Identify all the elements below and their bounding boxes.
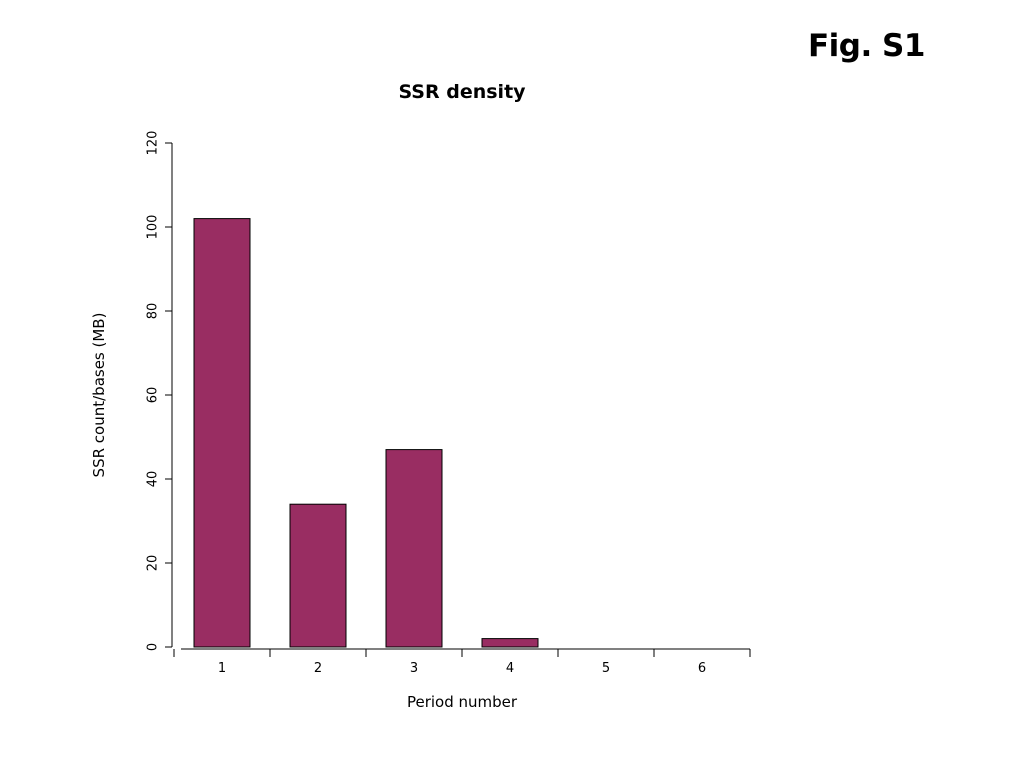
y-axis: 0 20 40 60 80 100 120: [146, 131, 173, 651]
x-axis-title: Period number: [407, 693, 518, 711]
y-tick-label: 0: [146, 643, 161, 651]
x-tick-label: 6: [698, 661, 706, 676]
y-tick-label: 100: [146, 215, 161, 240]
x-tick-label: 5: [602, 661, 610, 676]
bar: [193, 218, 251, 648]
figure-label: Fig. S1: [808, 28, 925, 64]
bars: [193, 218, 539, 648]
x-tick-label: 3: [410, 661, 418, 676]
y-tick-label: 80: [146, 303, 161, 320]
y-tick-label: 20: [146, 555, 161, 572]
y-axis-title: SSR count/bases (MB): [90, 313, 108, 478]
bar: [289, 503, 347, 648]
x-tick-label: 1: [218, 661, 226, 676]
x-axis: 1 2 3 4 5 6: [173, 648, 751, 676]
x-tick-label: 2: [314, 661, 322, 676]
bar: [385, 449, 443, 648]
y-tick-label: 40: [146, 471, 161, 488]
chart-title: SSR density: [398, 81, 526, 103]
bar: [481, 638, 539, 648]
y-tick-label: 60: [146, 387, 161, 404]
x-tick-label: 4: [506, 661, 514, 676]
y-tick-label: 120: [146, 131, 161, 156]
